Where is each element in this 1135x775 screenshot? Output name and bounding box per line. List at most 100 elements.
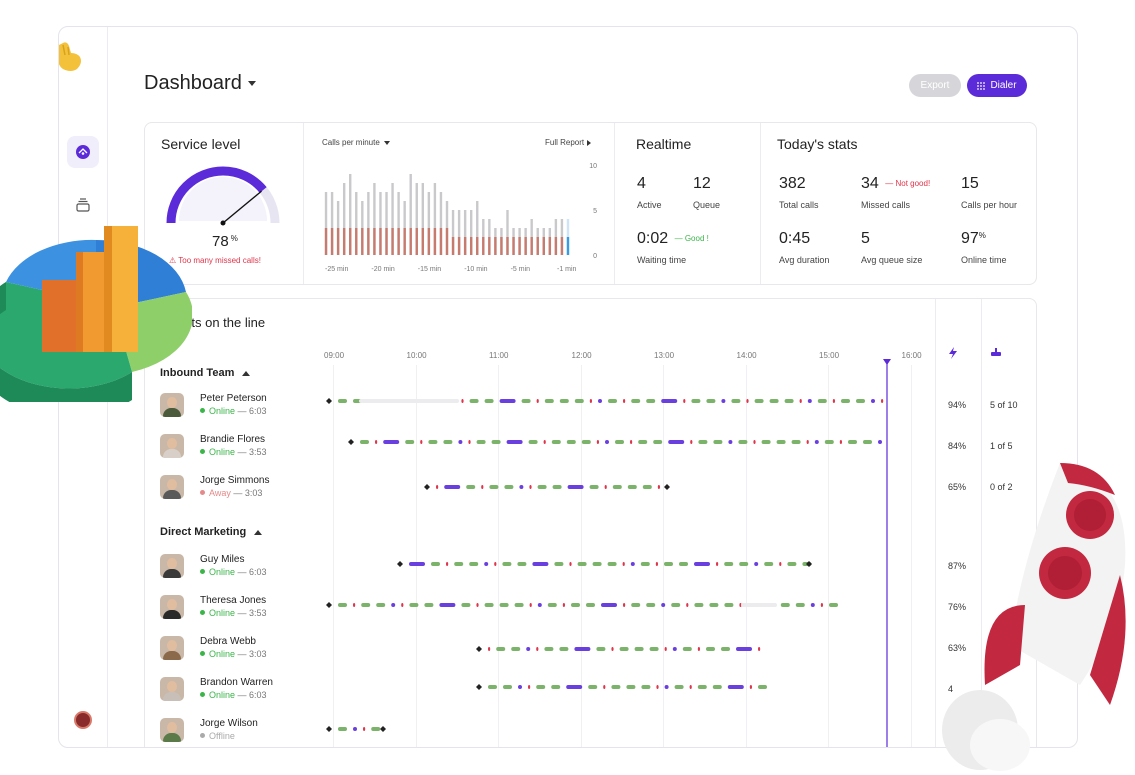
calls-chart-title: Calls per minute xyxy=(322,138,380,147)
call-segment xyxy=(574,399,584,403)
call-segment xyxy=(439,603,456,607)
chevron-up-icon xyxy=(242,370,251,376)
call-segment xyxy=(706,399,716,403)
service-level-warning-text: Too many missed calls! xyxy=(178,256,261,265)
call-segment xyxy=(361,603,371,607)
stack-icon xyxy=(76,198,90,212)
call-segment xyxy=(537,603,542,607)
agent-row[interactable]: Debra Webb Online — 3:03 xyxy=(160,636,930,664)
call-segment xyxy=(589,485,599,489)
total-calls-label: Total calls xyxy=(779,200,819,210)
agent-row[interactable]: Guy Miles Online — 6:03 xyxy=(160,554,930,582)
dialer-button[interactable]: Dialer xyxy=(967,74,1027,97)
call-segment xyxy=(820,603,823,607)
call-segment xyxy=(841,399,850,403)
call-segment xyxy=(544,647,554,651)
agent-row[interactable]: Brandon Warren Online — 6:03 xyxy=(160,677,930,705)
call-segment xyxy=(581,440,591,444)
call-segment xyxy=(712,685,722,689)
user-avatar[interactable] xyxy=(74,711,92,729)
call-segment xyxy=(409,603,419,607)
bar-total xyxy=(415,183,418,255)
call-segment xyxy=(554,562,564,566)
chevron-right-icon xyxy=(587,139,592,146)
agent-name: Guy Miles xyxy=(200,554,245,565)
logo-hand-icon[interactable] xyxy=(58,39,87,75)
timeline-end-marker xyxy=(806,561,812,567)
x-tick-label: -5 min xyxy=(511,266,531,273)
agent-row[interactable]: Brandie Flores Online — 3:53 xyxy=(160,434,930,462)
call-segment xyxy=(476,440,486,444)
page-title[interactable]: Dashboard xyxy=(144,72,256,95)
call-segment xyxy=(615,440,624,444)
agent-duration: 6:03 xyxy=(249,690,267,700)
call-segment xyxy=(499,399,516,403)
export-button[interactable]: Export xyxy=(909,74,961,97)
chevron-down-icon xyxy=(383,140,390,145)
agent-status-text: Online xyxy=(209,567,236,577)
call-segment xyxy=(596,440,599,444)
agent-duration: 3:53 xyxy=(249,447,267,457)
call-segment xyxy=(371,727,381,731)
call-segment xyxy=(469,399,479,403)
call-segment xyxy=(409,562,425,566)
call-segment xyxy=(537,485,547,489)
team-header-direct-marketing[interactable]: Direct Marketing xyxy=(160,526,263,538)
x-tick-label: -1 min xyxy=(557,266,577,273)
call-segment xyxy=(697,647,700,651)
avg-duration-label: Avg duration xyxy=(779,255,830,265)
agent-row[interactable]: Theresa Jones Online — 3:53 xyxy=(160,595,930,623)
call-segment xyxy=(604,485,607,489)
agent-row[interactable]: Peter Peterson Online — 6:03 xyxy=(160,393,930,421)
call-segment xyxy=(338,603,347,607)
agent-duration: 6:03 xyxy=(249,406,267,416)
call-segment xyxy=(420,440,423,444)
service-level-warning: ⚠ Too many missed calls! xyxy=(169,256,261,265)
hour-gridline xyxy=(910,365,912,747)
call-segment xyxy=(405,440,415,444)
x-tick-label: -15 min xyxy=(418,266,441,273)
service-level-unit: % xyxy=(230,234,238,243)
full-report-link[interactable]: Full Report xyxy=(545,138,592,147)
call-segment xyxy=(758,647,761,651)
waiting-note-text: Good ! xyxy=(684,234,709,243)
call-segment xyxy=(596,647,606,651)
call-segment xyxy=(514,603,524,607)
calls-per-minute-dropdown[interactable]: Calls per minute xyxy=(322,138,390,147)
queue-label: Queue xyxy=(693,200,721,210)
call-segment xyxy=(532,562,549,566)
missed-calls-label: Missed calls xyxy=(861,200,911,210)
call-segment xyxy=(551,440,561,444)
avatar xyxy=(160,636,184,660)
call-segment xyxy=(518,685,522,689)
call-segment xyxy=(586,603,595,607)
bar-total xyxy=(439,192,443,255)
agent-row[interactable]: Jorge Wilson Offline xyxy=(160,718,930,746)
call-segment xyxy=(547,603,557,607)
bar-answered xyxy=(409,228,412,255)
avatar xyxy=(160,595,184,619)
call-segment xyxy=(713,440,723,444)
call-segment xyxy=(784,399,794,403)
call-segment xyxy=(383,440,400,444)
call-segment xyxy=(627,485,637,489)
avg-queue-size-label: Avg queue size xyxy=(861,255,923,265)
call-segment xyxy=(436,485,439,489)
call-segment xyxy=(780,603,790,607)
grid-icon xyxy=(977,81,986,90)
rail-dashboard-button[interactable] xyxy=(67,136,99,168)
calls-per-hour-label: Calls per hour xyxy=(961,200,1018,210)
team-header-inbound[interactable]: Inbound Team xyxy=(160,367,251,379)
call-segment xyxy=(559,647,569,651)
rail-inbox-button[interactable] xyxy=(67,189,99,221)
divider xyxy=(303,123,304,284)
bar-answered xyxy=(397,228,400,255)
call-segment xyxy=(454,562,464,566)
call-segment xyxy=(446,562,449,566)
agent-row[interactable]: Jorge Simmons Away — 3:03 xyxy=(160,475,930,503)
call-segment xyxy=(592,562,602,566)
call-segment xyxy=(656,685,659,689)
hour-gridline xyxy=(415,365,417,747)
idle-segment xyxy=(741,603,777,607)
bar-answered xyxy=(367,228,370,255)
